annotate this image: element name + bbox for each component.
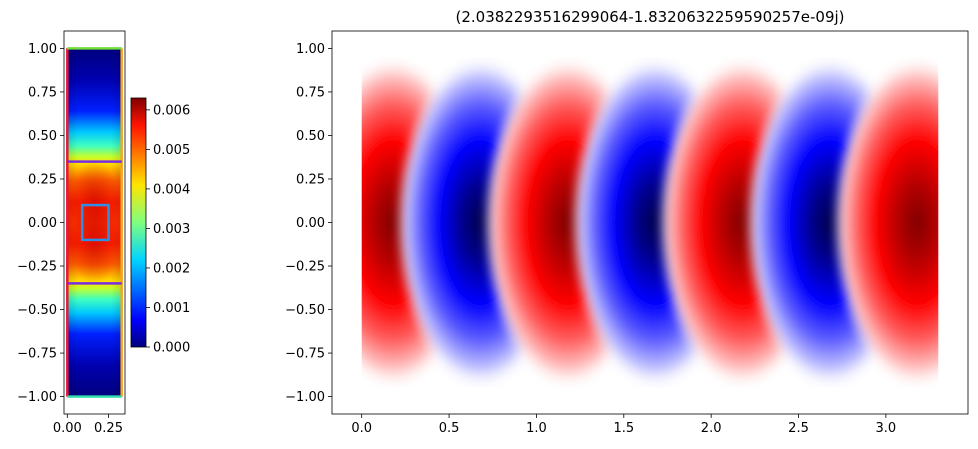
left-ytick-label: −0.75 bbox=[17, 347, 57, 362]
left-xtick-label: 0.25 bbox=[94, 421, 123, 436]
left-ytick-label: −1.00 bbox=[17, 390, 57, 405]
right-ytick-label: 0.75 bbox=[296, 85, 325, 100]
right-y-axis: 1.00 0.75 0.50 0.25 0.00 −0.25 −0.50 −0.75 −1.00 bbox=[285, 42, 332, 405]
left-ytick-label: 0.75 bbox=[28, 85, 57, 100]
left-x-axis: 0.00 0.25 bbox=[53, 414, 123, 436]
colorbar-gradient bbox=[131, 98, 146, 347]
left-xtick-label: 0.00 bbox=[53, 421, 82, 436]
right-ytick-label: 1.00 bbox=[296, 42, 325, 57]
right-ytick-label: 0.50 bbox=[296, 129, 325, 144]
right-ytick-label: −0.25 bbox=[285, 260, 325, 275]
left-ytick-label: −0.25 bbox=[17, 260, 57, 275]
right-xtick-label: 3.0 bbox=[876, 421, 897, 436]
right-ytick-label: −0.50 bbox=[285, 303, 325, 318]
right-ytick-label: −1.00 bbox=[285, 390, 325, 405]
right-xtick-label: 0.5 bbox=[439, 421, 460, 436]
colorbar: 0.000 0.001 0.002 0.003 0.004 0.005 0.006 bbox=[130, 97, 190, 356]
left-field-edge-shade bbox=[67, 48, 122, 397]
colorbar-ytick-label: 0.002 bbox=[153, 261, 190, 276]
left-ytick-label: 0.50 bbox=[28, 129, 57, 144]
left-overlays bbox=[66, 47, 123, 398]
right-field-plot: (2.0382293516299064-1.8320632259590257e-… bbox=[285, 8, 969, 436]
colorbar-ytick-label: 0.006 bbox=[153, 103, 190, 118]
colorbar-ytick-label: 0.000 bbox=[153, 341, 190, 356]
left-ytick-label: 1.00 bbox=[28, 42, 57, 57]
colorbar-ytick-label: 0.005 bbox=[153, 143, 190, 158]
colorbar-ytick-label: 0.001 bbox=[153, 301, 190, 316]
colorbar-ytick-label: 0.003 bbox=[153, 222, 190, 237]
right-xtick-label: 1.5 bbox=[613, 421, 634, 436]
inclusion-square bbox=[80, 203, 110, 242]
right-ytick-label: 0.00 bbox=[296, 216, 325, 231]
left-y-axis: 1.00 0.75 0.50 0.25 0.00 −0.25 −0.50 −0.75 −1.00 bbox=[17, 42, 64, 405]
right-plot-title: (2.0382293516299064-1.8320632259590257e-… bbox=[455, 8, 844, 26]
colorbar-frame bbox=[130, 97, 147, 348]
right-xtick-label: 2.5 bbox=[788, 421, 809, 436]
colorbar-ytick-label: 0.004 bbox=[153, 182, 190, 197]
left-ytick-label: 0.00 bbox=[28, 216, 57, 231]
right-ytick-label: 0.25 bbox=[296, 172, 325, 187]
left-ytick-label: −0.50 bbox=[17, 303, 57, 318]
right-field-lobes bbox=[361, 57, 939, 388]
right-xtick-label: 0.0 bbox=[351, 421, 372, 436]
left-field-plot: 0.00 0.25 1.00 0.75 0.50 0.25 0.00 −0.25 −0.50 −… bbox=[17, 30, 126, 436]
left-field-image bbox=[67, 48, 122, 397]
right-x-axis: 0.0 0.5 1.0 1.5 2.0 2.5 3.0 bbox=[351, 414, 896, 436]
left-ytick-label: 0.25 bbox=[28, 172, 57, 187]
right-xtick-label: 1.0 bbox=[526, 421, 547, 436]
positive-lobe bbox=[831, 57, 939, 388]
colorbar-axis: 0.000 0.001 0.002 0.003 0.004 0.005 0.006 bbox=[146, 103, 190, 356]
right-field-image bbox=[361, 57, 939, 388]
right-xtick-label: 2.0 bbox=[701, 421, 722, 436]
right-ytick-label: −0.75 bbox=[285, 347, 325, 362]
